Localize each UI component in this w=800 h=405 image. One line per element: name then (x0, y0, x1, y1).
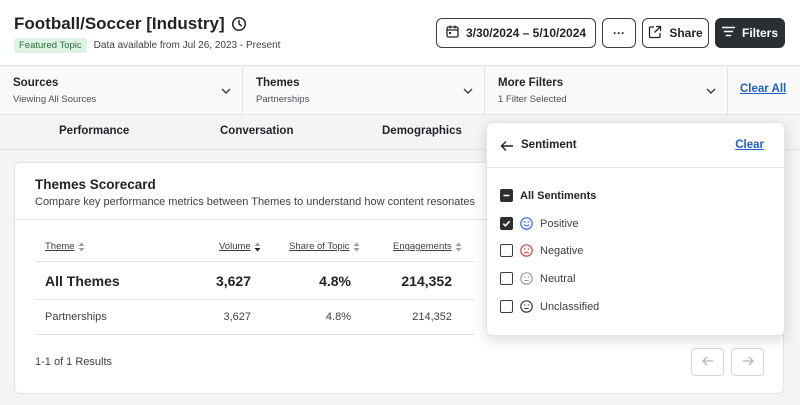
themes-filter[interactable]: Themes Partnerships (243, 67, 485, 115)
sentiment-filter-popover: Sentiment Clear All Sentiments Positive … (486, 122, 786, 336)
engagements-cell: 214,352 (401, 273, 452, 289)
share-cell: 4.8% (319, 273, 351, 289)
neutral-face-icon (520, 272, 533, 285)
option-label: Positive (540, 217, 579, 230)
column-header-label: Share of Topic (289, 241, 350, 252)
sort-descending-icon (254, 242, 261, 252)
filter-bar: Sources Viewing All Sources Themes Partn… (0, 67, 800, 115)
featured-topic-badge: Featured Topic (14, 38, 87, 53)
share-button[interactable]: Share (642, 18, 709, 48)
sort-icon (78, 242, 85, 252)
unclassified-face-icon (520, 300, 533, 313)
more-filters-value: 1 Filter Selected (498, 94, 567, 105)
sentiment-option-positive[interactable]: Positive (500, 217, 579, 230)
arrow-left-icon (701, 353, 714, 371)
checkbox[interactable] (500, 272, 513, 285)
sentiment-option-unclassified[interactable]: Unclassified (500, 300, 599, 313)
arrow-right-icon (742, 353, 754, 371)
option-label: Neutral (540, 272, 576, 285)
sources-filter-value: Viewing All Sources (13, 94, 97, 105)
sentiment-option-negative[interactable]: Negative (500, 244, 583, 257)
frown-icon (520, 244, 533, 257)
results-count: 1-1 of 1 Results (35, 356, 113, 368)
engagements-cell: 214,352 (412, 311, 452, 323)
more-filters-title: More Filters (498, 77, 564, 89)
filters-label: Filters (741, 26, 778, 40)
tab-performance[interactable]: Performance (59, 125, 130, 137)
share-label: Share (669, 26, 703, 40)
sentiment-option-neutral[interactable]: Neutral (500, 272, 575, 285)
page-header: Football/Soccer [Industry] Featured Topi… (0, 0, 800, 66)
column-header-volume[interactable]: Volume (219, 241, 261, 252)
option-label: All Sentiments (520, 189, 597, 202)
divider (35, 261, 475, 262)
column-header-label: Engagements (393, 241, 452, 252)
tab-demographics[interactable]: Demographics (382, 125, 462, 137)
sentiment-title: Sentiment (521, 139, 577, 151)
calendar-icon (446, 25, 459, 41)
theme-cell: Partnerships (45, 311, 107, 323)
more-filters-filter[interactable]: More Filters 1 Filter Selected (485, 67, 728, 115)
checkbox-checked[interactable] (500, 217, 513, 230)
previous-page-button[interactable] (691, 348, 724, 376)
scorecard-description: Compare key performance metrics between … (35, 196, 476, 208)
scorecard-title: Themes Scorecard (35, 177, 156, 192)
page-title: Football/Soccer [Industry] (14, 14, 247, 34)
sort-icon (455, 242, 462, 252)
sort-icon (353, 242, 360, 252)
column-header-theme[interactable]: Theme (45, 241, 85, 252)
indeterminate-checkbox[interactable] (500, 189, 513, 202)
back-arrow-icon[interactable] (500, 139, 514, 151)
sources-filter[interactable]: Sources Viewing All Sources (0, 67, 243, 115)
share-icon (648, 25, 662, 42)
clock-icon[interactable] (231, 16, 247, 32)
divider (15, 219, 785, 220)
option-label: Unclassified (540, 300, 600, 313)
chevron-down-icon (705, 84, 717, 96)
volume-cell: 3,627 (223, 311, 251, 323)
checkbox[interactable] (500, 300, 513, 313)
sentiment-clear-link[interactable]: Clear (735, 139, 764, 151)
divider (35, 334, 475, 335)
date-range-label: 3/30/2024 – 5/10/2024 (465, 26, 587, 40)
all-sentiments-option[interactable]: All Sentiments (500, 189, 596, 202)
themes-filter-value: Partnerships (256, 94, 310, 105)
smile-icon (520, 217, 533, 230)
topic-subline: Featured Topic Data available from Jul 2… (14, 38, 280, 53)
share-cell: 4.8% (325, 311, 351, 323)
chevron-down-icon (462, 84, 474, 96)
column-header-share-of-topic[interactable]: Share of Topic (289, 241, 360, 252)
theme-cell: All Themes (45, 273, 120, 289)
divider (487, 167, 786, 168)
data-availability: Data available from Jul 26, 2023 - Prese… (93, 40, 281, 51)
tab-conversation[interactable]: Conversation (220, 125, 294, 137)
next-page-button[interactable] (731, 348, 764, 376)
filter-lines-icon (721, 26, 736, 40)
column-header-engagements[interactable]: Engagements (393, 241, 462, 252)
sources-filter-title: Sources (13, 77, 59, 89)
column-header-label: Volume (219, 241, 251, 252)
ellipsis-icon: ··· (613, 26, 625, 40)
page-title-text: Football/Soccer [Industry] (14, 14, 225, 33)
chevron-down-icon (220, 84, 232, 96)
volume-cell: 3,627 (215, 273, 251, 289)
option-label: Negative (540, 244, 584, 257)
divider (35, 299, 475, 300)
themes-filter-title: Themes (256, 77, 300, 89)
filters-button[interactable]: Filters (715, 18, 785, 48)
column-header-label: Theme (45, 241, 75, 252)
date-range-button[interactable]: 3/30/2024 – 5/10/2024 (436, 18, 596, 48)
clear-all-link[interactable]: Clear All (740, 83, 787, 95)
more-options-button[interactable]: ··· (602, 18, 636, 48)
checkbox[interactable] (500, 244, 513, 257)
